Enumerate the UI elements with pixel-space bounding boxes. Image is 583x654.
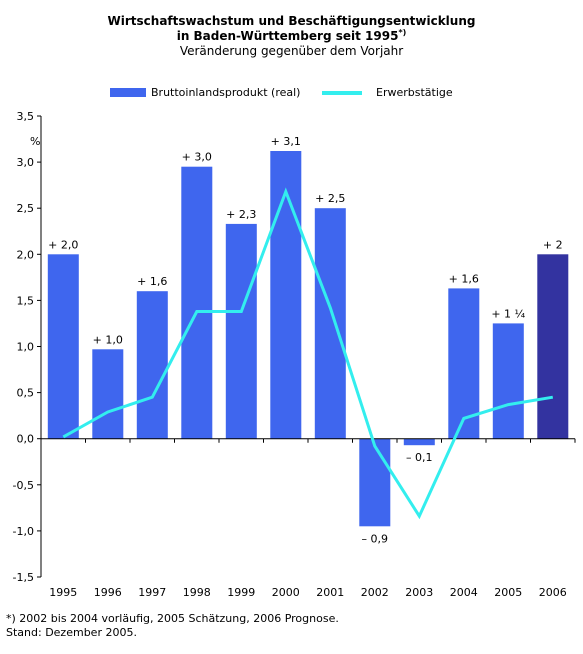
bar-2006 xyxy=(537,254,569,439)
bars xyxy=(47,151,569,527)
x-tick-label: 1995 xyxy=(49,586,77,599)
legend-swatch-bip xyxy=(110,88,146,97)
y-tick-label: 1,5 xyxy=(17,294,35,307)
x-tick-label: 2004 xyxy=(450,586,478,599)
bar-1995 xyxy=(47,254,79,439)
data-label-1998: + 3,0 xyxy=(182,151,212,164)
bar-1996 xyxy=(92,349,124,439)
x-tick-label: 2006 xyxy=(539,586,567,599)
footnote: *) 2002 bis 2004 vorläufig, 2005 Schätzu… xyxy=(6,612,339,640)
data-label-1999: + 2,3 xyxy=(226,208,256,221)
data-label-2001: + 2,5 xyxy=(315,192,345,205)
y-tick-label: -0,5 xyxy=(13,479,34,492)
x-tick-label: 2000 xyxy=(272,586,300,599)
y-tick-label: 1,0 xyxy=(17,341,35,354)
line-series xyxy=(62,187,554,520)
y-axis-unit: % xyxy=(30,135,40,148)
legend-label-bip: Bruttoinlandsprodukt (real) xyxy=(151,86,300,99)
bar-2005 xyxy=(492,323,524,439)
data-label-2004: + 1,6 xyxy=(449,272,479,285)
x-tick-label: 1997 xyxy=(138,586,166,599)
x-tick-label: 2005 xyxy=(494,586,522,599)
legend: Bruttoinlandsprodukt (real) Erwerbstätig… xyxy=(110,86,453,99)
x-tick-label: 2001 xyxy=(316,586,344,599)
legend-label-erwerbstaetige: Erwerbstätige xyxy=(376,86,453,99)
bar-2003 xyxy=(403,438,435,446)
axes: -1,5 -1,0 -0,5 0,0 0,5 1,0 1,5 2,0 2,5 3,0 3,5 1995… xyxy=(13,110,576,599)
x-tick-label: 1996 xyxy=(94,586,122,599)
x-tick-label: 2002 xyxy=(361,586,389,599)
line-erwerbstaetige xyxy=(62,187,554,520)
bar-2000 xyxy=(270,151,302,439)
bar-1997 xyxy=(136,291,168,439)
y-tick-label: 0,5 xyxy=(17,387,35,400)
y-tick-label: -1,5 xyxy=(13,571,34,584)
bar-1998 xyxy=(181,166,213,439)
chart-title-line1: Wirtschaftswachstum und Beschäftigungsen… xyxy=(107,14,476,28)
data-label-1996: + 1,0 xyxy=(93,333,123,346)
footnote-line1: *) 2002 bis 2004 vorläufig, 2005 Schätzu… xyxy=(6,612,339,625)
bar-2001 xyxy=(314,208,346,439)
x-tick-label: 1998 xyxy=(183,586,211,599)
chart-subtitle: Veränderung gegenüber dem Vorjahr xyxy=(179,44,404,58)
x-tick-label: 1999 xyxy=(227,586,255,599)
data-label-2003: – 0,1 xyxy=(406,451,433,464)
chart-area: Bruttoinlandsprodukt (real) Erwerbstätig… xyxy=(13,86,576,599)
chart-title-line2: in Baden-Württemberg seit 1995*) xyxy=(0,28,583,45)
y-tick-label: 2,0 xyxy=(17,248,35,261)
y-tick-label: 3,0 xyxy=(17,156,35,169)
bar-1999 xyxy=(225,223,257,439)
y-tick-label: 0,0 xyxy=(17,433,35,446)
chart-title-superscript: *) xyxy=(398,28,407,37)
data-label-1995: + 2,0 xyxy=(48,238,78,251)
data-label-2002: – 0,9 xyxy=(362,532,389,545)
chart-title-line2-text: in Baden-Württemberg seit 1995 xyxy=(176,29,399,43)
chart-title: Wirtschaftswachstum und Beschäftigungsen… xyxy=(0,14,583,45)
y-tick-label: 2,5 xyxy=(17,202,35,215)
data-label-2000: + 3,1 xyxy=(271,135,301,148)
y-tick-label: -1,0 xyxy=(13,525,34,538)
footnote-line2: Stand: Dezember 2005. xyxy=(6,626,137,639)
legend-swatch-erwerbstaetige xyxy=(322,91,362,95)
data-label-2006: + 2 xyxy=(543,238,563,251)
bar-2002 xyxy=(359,438,391,527)
data-labels: + 2,0 + 1,0 + 1,6 + 3,0 + 2,3 + 3,1 + 2,5 – 0,9… xyxy=(48,135,562,545)
y-tick-label: 3,5 xyxy=(17,110,35,123)
x-tick-label: 2003 xyxy=(405,586,433,599)
data-label-1997: + 1,6 xyxy=(137,275,167,288)
data-label-2005: + 1 ¼ xyxy=(491,307,525,320)
